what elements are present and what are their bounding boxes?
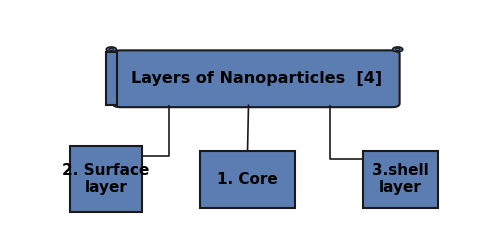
FancyBboxPatch shape	[363, 151, 438, 208]
FancyBboxPatch shape	[106, 52, 117, 105]
Text: Layers of Nanoparticles  [4]: Layers of Nanoparticles [4]	[130, 71, 382, 86]
FancyBboxPatch shape	[200, 151, 295, 208]
Circle shape	[392, 47, 402, 52]
FancyBboxPatch shape	[70, 146, 142, 212]
Text: 3.shell
layer: 3.shell layer	[372, 163, 429, 195]
Circle shape	[106, 47, 117, 52]
FancyBboxPatch shape	[113, 50, 400, 107]
Text: 1. Core: 1. Core	[217, 172, 278, 187]
Text: 2. Surface
layer: 2. Surface layer	[62, 163, 150, 195]
